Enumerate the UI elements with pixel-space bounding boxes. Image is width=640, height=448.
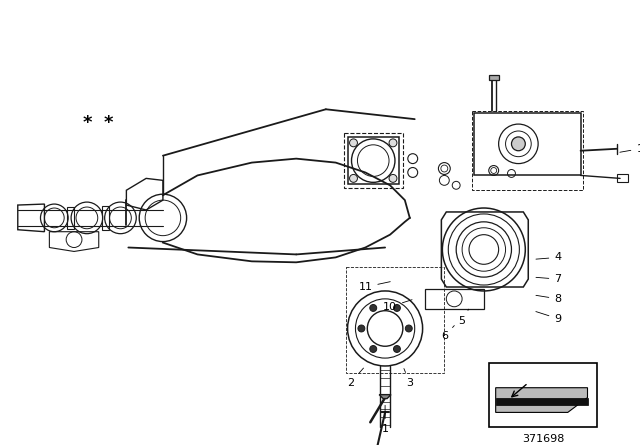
Circle shape: [394, 305, 401, 311]
Circle shape: [370, 305, 377, 311]
Polygon shape: [495, 388, 588, 413]
Text: 7: 7: [536, 274, 561, 284]
Text: 1: 1: [620, 144, 640, 154]
Polygon shape: [495, 397, 588, 405]
Bar: [489, 363, 597, 427]
Text: 5: 5: [459, 309, 468, 326]
Circle shape: [389, 139, 397, 147]
Circle shape: [349, 139, 358, 147]
Circle shape: [394, 345, 401, 353]
Text: 10: 10: [383, 300, 412, 312]
Circle shape: [370, 345, 377, 353]
Text: 1: 1: [381, 405, 388, 434]
Polygon shape: [489, 75, 499, 80]
Text: *: *: [104, 114, 113, 132]
Polygon shape: [379, 395, 391, 399]
Circle shape: [358, 325, 365, 332]
Circle shape: [349, 174, 358, 182]
Text: 9: 9: [536, 311, 561, 323]
Text: 6: 6: [441, 326, 454, 341]
Circle shape: [511, 137, 525, 151]
Text: 11: 11: [358, 282, 390, 292]
Text: 3: 3: [404, 369, 413, 388]
Text: *: *: [82, 114, 92, 132]
Circle shape: [389, 174, 397, 182]
Text: 371698: 371698: [522, 434, 564, 444]
Text: 2: 2: [347, 368, 364, 388]
Text: 8: 8: [536, 294, 561, 304]
Circle shape: [405, 325, 412, 332]
Text: 4: 4: [536, 252, 561, 263]
